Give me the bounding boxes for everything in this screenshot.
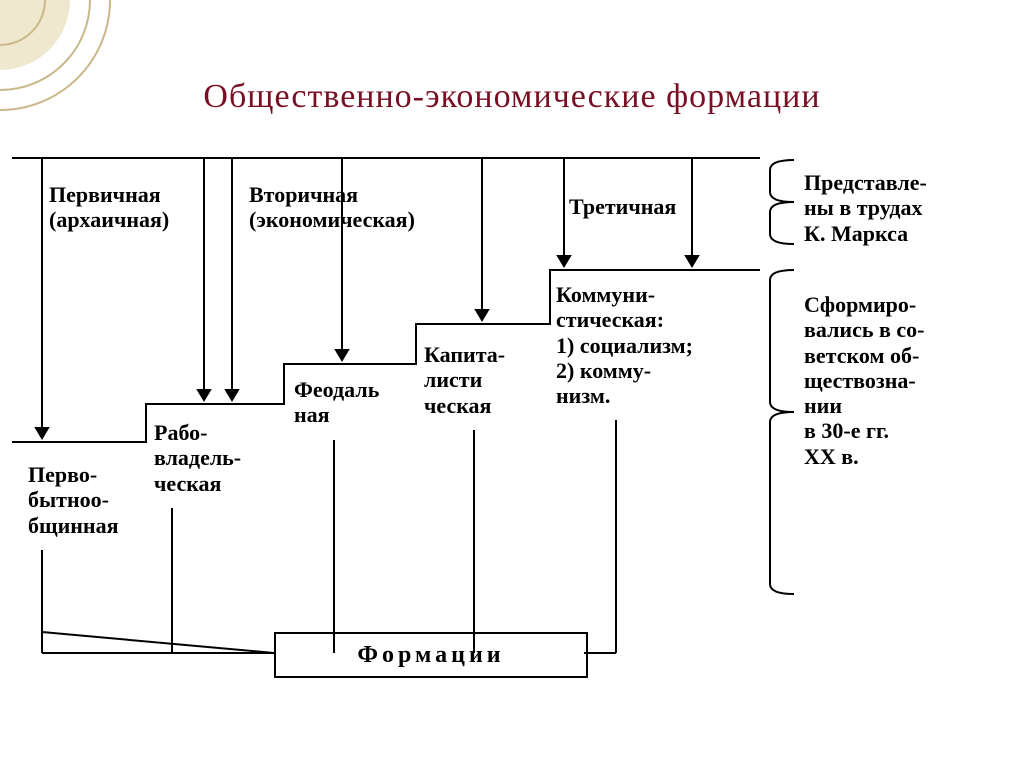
step-capitalist: Капита- листи ческая (424, 342, 505, 418)
group-tertiary: Третичная (569, 194, 676, 219)
slide: Общественно-экономические формации Перви… (0, 0, 1024, 767)
annotation-soviet: Сформиро- вались в со- ветском об- ществ… (804, 292, 924, 469)
formations-box: Формации (274, 632, 588, 678)
step-communist: Коммуни- стическая: 1) социализм; 2) ком… (556, 282, 693, 408)
group-secondary: Вторичная (экономическая) (249, 182, 415, 233)
step-slave: Рабо- владель- ческая (154, 420, 241, 496)
step-feudal: Феодаль ная (294, 377, 379, 428)
formations-box-label: Формации (357, 642, 504, 669)
page-title: Общественно-экономические формации (0, 78, 1024, 116)
annotation-marx: Представле- ны в трудах К. Маркса (804, 170, 927, 246)
formations-diagram: Первичная (архаичная) Вторичная (экономич… (4, 152, 1020, 712)
group-primary: Первичная (архаичная) (49, 182, 169, 233)
corner-decoration (0, 0, 150, 150)
step-primitive: Перво- бытноо- бщинная (28, 462, 119, 538)
